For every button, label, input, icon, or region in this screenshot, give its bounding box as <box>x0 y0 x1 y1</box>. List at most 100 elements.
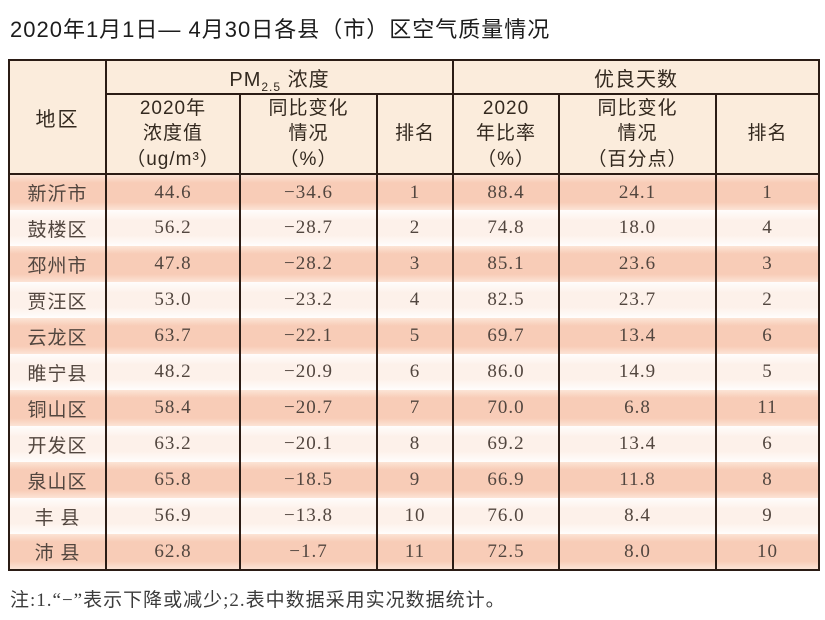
pm-rank-cell: 8 <box>375 426 455 462</box>
days-ratio-cell: 85.1 <box>452 246 561 282</box>
days-change-cell: 23.6 <box>558 246 718 282</box>
table-row: 睢宁县 48.2 −20.9 6 86.0 14.9 5 <box>8 354 821 390</box>
pm-value-cell: 56.2 <box>105 210 241 246</box>
pm-change-cell: −18.5 <box>239 462 378 498</box>
days-change-cell: 11.8 <box>558 462 718 498</box>
table-row: 丰 县 56.9 −13.8 10 76.0 8.4 9 <box>8 498 821 534</box>
good-days-group-header: 优良天数 <box>452 59 821 95</box>
region-header: 地区 <box>8 59 107 175</box>
region-cell: 泉山区 <box>8 462 107 498</box>
table-row: 铜山区 58.4 −20.7 7 70.0 6.8 11 <box>8 390 821 426</box>
table-row: 沛 县 62.8 −1.7 11 72.5 8.0 10 <box>8 534 821 570</box>
pm-value-cell: 53.0 <box>105 282 241 318</box>
pm-change-cell: −1.7 <box>239 534 378 570</box>
days-ratio-cell: 69.2 <box>452 426 561 462</box>
pm-value-cell: 47.8 <box>105 246 241 282</box>
days-rank-cell: 4 <box>715 210 821 246</box>
pm-rank-header: 排名 <box>375 93 455 175</box>
table-row: 泉山区 65.8 −18.5 9 66.9 11.8 8 <box>8 462 821 498</box>
footnote: 注:1.“−”表示下降或减少;2.表中数据采用实况数据统计。 <box>10 590 506 611</box>
days-rank-cell: 6 <box>715 318 821 354</box>
days-change-cell: 24.1 <box>558 174 718 210</box>
table-row: 贾汪区 53.0 −23.2 4 82.5 23.7 2 <box>8 282 821 318</box>
region-cell: 云龙区 <box>8 318 107 354</box>
region-cell: 沛 县 <box>8 534 107 570</box>
region-cell: 邳州市 <box>8 246 107 282</box>
days-change-cell: 18.0 <box>558 210 718 246</box>
table-row: 云龙区 63.7 −22.1 5 69.7 13.4 6 <box>8 318 821 354</box>
pm-rank-cell: 5 <box>375 318 455 354</box>
days-rank-header: 排名 <box>715 93 821 175</box>
region-cell: 开发区 <box>8 426 107 462</box>
pm-value-cell: 44.6 <box>105 174 241 210</box>
page-title: 2020年1月1日— 4月30日各县（市）区空气质量情况 <box>10 17 551 42</box>
pm-rank-cell: 11 <box>375 534 455 570</box>
header-sub-row: 2020年 浓度值 （ug/m³） 同比变化 情况 （%） 排名 2020 年比… <box>9 93 821 175</box>
days-ratio-cell: 70.0 <box>452 390 561 426</box>
days-ratio-cell: 66.9 <box>452 462 561 498</box>
pm-value-header: 2020年 浓度值 （ug/m³） <box>105 93 241 175</box>
header-group-row: 地区 PM2.5 浓度 优良天数 <box>8 59 821 175</box>
pm-value-cell: 65.8 <box>105 462 241 498</box>
air-quality-table: 地区 PM2.5 浓度 优良天数 2020年 浓度值 （ug/m³） 同比变化 … <box>8 59 821 571</box>
days-rank-cell: 6 <box>715 426 821 462</box>
pm-change-cell: −34.6 <box>239 174 378 210</box>
region-cell: 贾汪区 <box>8 282 107 318</box>
days-change-header: 同比变化 情况 （百分点） <box>558 93 718 175</box>
pm-change-cell: −20.7 <box>239 390 378 426</box>
region-cell: 新沂市 <box>8 174 107 210</box>
pm-change-header: 同比变化 情况 （%） <box>239 93 378 175</box>
pm-value-cell: 63.2 <box>105 426 241 462</box>
days-change-cell: 8.4 <box>558 498 718 534</box>
region-cell: 丰 县 <box>8 498 107 534</box>
region-cell: 鼓楼区 <box>8 210 107 246</box>
days-rank-cell: 11 <box>715 390 821 426</box>
days-ratio-header: 2020 年比率 （%） <box>452 93 561 175</box>
table-row: 新沂市 44.6 −34.6 1 88.4 24.1 1 <box>8 174 821 210</box>
table-row: 开发区 63.2 −20.1 8 69.2 13.4 6 <box>8 426 821 462</box>
days-rank-cell: 10 <box>715 534 821 570</box>
region-cell: 睢宁县 <box>8 354 107 390</box>
pm-change-cell: −20.1 <box>239 426 378 462</box>
pm-change-cell: −13.8 <box>239 498 378 534</box>
days-ratio-cell: 82.5 <box>452 282 561 318</box>
pm-change-cell: −28.2 <box>239 246 378 282</box>
days-change-cell: 6.8 <box>558 390 718 426</box>
days-change-cell: 8.0 <box>558 534 718 570</box>
pm-change-cell: −20.9 <box>239 354 378 390</box>
days-rank-cell: 3 <box>715 246 821 282</box>
pm-label: PM <box>229 68 262 91</box>
days-rank-cell: 2 <box>715 282 821 318</box>
table-row: 邳州市 47.8 −28.2 3 85.1 23.6 3 <box>8 246 821 282</box>
pm-value-cell: 48.2 <box>105 354 241 390</box>
pm-rank-cell: 9 <box>375 462 455 498</box>
days-ratio-cell: 86.0 <box>452 354 561 390</box>
days-rank-cell: 1 <box>715 174 821 210</box>
pm-rank-cell: 10 <box>375 498 455 534</box>
days-change-cell: 13.4 <box>558 318 718 354</box>
pm-value-cell: 62.8 <box>105 534 241 570</box>
pm-rank-cell: 2 <box>375 210 455 246</box>
pm-change-cell: −23.2 <box>239 282 378 318</box>
days-rank-cell: 9 <box>715 498 821 534</box>
days-ratio-cell: 88.4 <box>452 174 561 210</box>
pm25-group-header: PM2.5 浓度 <box>104 59 455 95</box>
days-rank-cell: 8 <box>715 462 821 498</box>
days-ratio-cell: 76.0 <box>452 498 561 534</box>
region-cell: 铜山区 <box>8 390 107 426</box>
days-change-cell: 13.4 <box>558 426 718 462</box>
pm-suffix-label: 浓度 <box>281 68 330 91</box>
pm-value-cell: 58.4 <box>105 390 241 426</box>
pm-value-cell: 56.9 <box>105 498 241 534</box>
pm-rank-cell: 1 <box>375 174 455 210</box>
pm-change-cell: −22.1 <box>239 318 378 354</box>
pm-rank-cell: 6 <box>375 354 455 390</box>
pm-rank-cell: 4 <box>375 282 455 318</box>
pm-subscript: 2.5 <box>261 79 282 94</box>
days-change-cell: 14.9 <box>558 354 718 390</box>
days-ratio-cell: 72.5 <box>452 534 561 570</box>
days-ratio-cell: 74.8 <box>452 210 561 246</box>
pm-rank-cell: 3 <box>375 246 455 282</box>
days-ratio-cell: 69.7 <box>452 318 561 354</box>
